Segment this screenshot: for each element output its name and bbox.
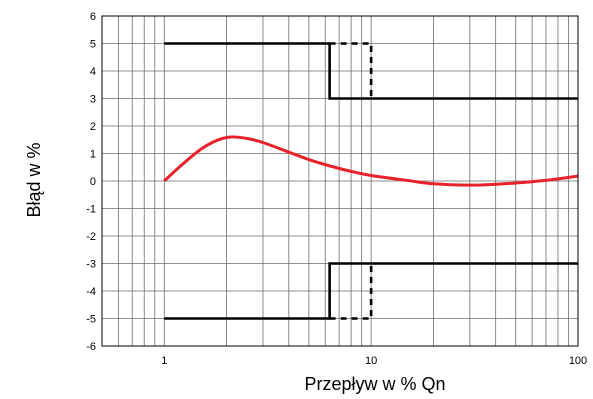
y-tick-label: 5 (90, 39, 96, 51)
plot-frame (101, 15, 579, 347)
tolerance-limit-dashed-line (329, 42, 373, 99)
x-tick-label: 100 (569, 355, 587, 367)
y-tick-label: -4 (86, 286, 96, 298)
y-tick-label: 2 (90, 121, 96, 133)
y-tick-label: 1 (90, 149, 96, 161)
y-tick-label: -3 (86, 259, 96, 271)
y-tick-label: -5 (86, 314, 96, 326)
x-tick-label: 10 (365, 355, 377, 367)
tolerance-limit-dashed-line (329, 263, 373, 320)
y-tick-label: 0 (90, 176, 96, 188)
y-tick-label: 6 (90, 11, 96, 23)
y-axis-title: Błąd w % (24, 142, 44, 217)
y-tick-label: -6 (86, 341, 96, 353)
series-layer (163, 42, 579, 320)
tolerance-limit-line (164, 262, 578, 320)
tolerance-limit-line (164, 42, 578, 100)
x-axis-title: Przepływ w % Qn (304, 374, 445, 394)
y-tick-label: 4 (90, 66, 96, 78)
y-tick-label: 3 (90, 94, 96, 106)
y-tick-label: -1 (86, 204, 96, 216)
x-tick-label: 1 (161, 355, 167, 367)
error-curve-line (163, 135, 579, 187)
y-tick-label: -2 (86, 231, 96, 243)
